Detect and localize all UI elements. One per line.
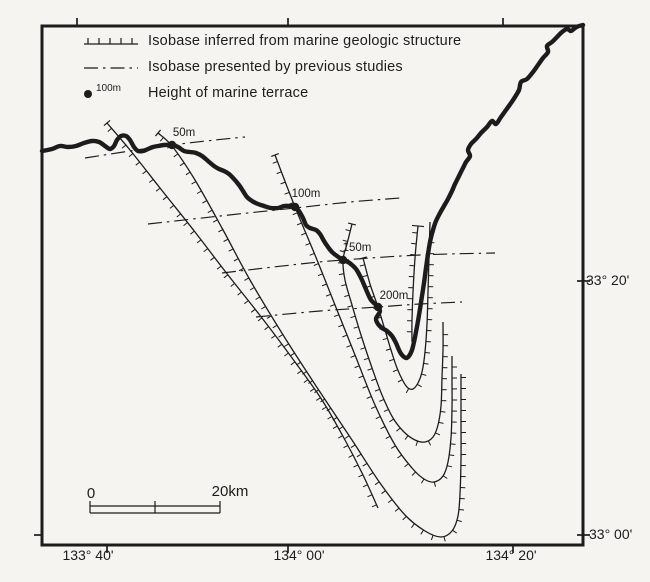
hachured-line-icon — [80, 31, 142, 51]
map-frame — [40, 24, 585, 547]
dash-dot-line-icon — [80, 57, 142, 77]
scale-bar-zero-label: 0 — [87, 485, 95, 502]
latitude-label: 33° 00' — [589, 526, 632, 542]
isobase-150m — [342, 223, 444, 443]
latitude-label: 33° 20' — [586, 272, 629, 288]
prev-isobase-150m — [221, 252, 496, 274]
prev-isobase-100m — [147, 197, 401, 225]
terrace-point-150m — [338, 255, 348, 265]
terrace-point-100m — [290, 202, 300, 212]
scale-bar — [89, 501, 221, 514]
longitude-label: 133° 40' — [62, 547, 113, 563]
isobase-200m — [362, 221, 431, 391]
terrace-point-50m — [167, 140, 177, 150]
legend-label: Isobase inferred from marine geologic st… — [148, 33, 462, 49]
isobase-outer-west-hachures — [107, 127, 377, 508]
terrace-point-200m — [373, 302, 383, 312]
isobase-100m — [274, 154, 453, 483]
isobase-50m-hachures — [159, 137, 467, 542]
legend-label: Isobase presented by previous studies — [148, 59, 403, 75]
isobase-50m-endcap — [154, 129, 162, 137]
isobase-150m-endcap — [347, 222, 357, 226]
prev-isobase-200m — [255, 301, 463, 318]
coastline — [39, 22, 586, 361]
terrace-dot-icon: 100m — [80, 83, 142, 103]
terrace-height-label: 150m — [343, 242, 372, 254]
legend-row-marine-terrace: 100m Height of marine terrace — [80, 80, 461, 106]
isobase-inner-axis-hachures — [406, 232, 418, 333]
isobase-100m-endcap — [271, 153, 279, 157]
legend-row-inferred-isobase: Isobase inferred from marine geologic st… — [80, 28, 461, 54]
longitude-label: 134° 00' — [273, 547, 324, 563]
longitude-label: 134° 20' — [485, 547, 536, 563]
isobase-100m-hachures — [272, 161, 458, 487]
isobase-outer-west — [106, 122, 379, 509]
terrace-height-label: 200m — [380, 290, 409, 302]
isobase-outer-west-endcap — [103, 119, 111, 127]
isobase-inner-axis-endcap — [411, 224, 425, 228]
graticule-ticks — [34, 18, 590, 553]
isobase-200m-endcap — [358, 256, 368, 260]
legend-row-previous-isobase: Isobase presented by previous studies — [80, 54, 461, 80]
terrace-height-label: 50m — [173, 127, 195, 139]
isobase-50m — [157, 132, 462, 538]
terrace-height-label: 100m — [292, 188, 321, 200]
legend-label: Height of marine terrace — [148, 85, 309, 101]
scale-bar-distance-label: 20km — [212, 483, 249, 500]
isobase-inner-axis — [411, 225, 419, 343]
legend-symbol-height-label: 100m — [96, 83, 122, 94]
legend: Isobase inferred from marine geologic st… — [80, 28, 461, 106]
